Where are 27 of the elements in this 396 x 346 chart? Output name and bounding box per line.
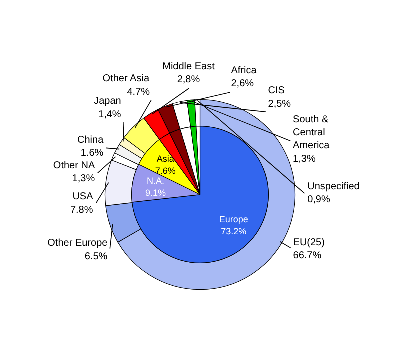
data-label: Europe 73.2% <box>219 214 248 236</box>
slice-label: Japan <box>94 96 122 108</box>
slice-label: Africa <box>231 66 258 77</box>
slice-label: EU(25) <box>293 237 325 248</box>
data-label: 2,5% <box>268 98 292 110</box>
slice-label: China <box>78 134 104 146</box>
slice-label: Other NA <box>53 160 96 172</box>
slice-label: CIS <box>268 86 286 97</box>
slice-label: Other Asia <box>102 74 150 85</box>
slice-label: Middle East <box>162 62 216 73</box>
slice-label: Unspecified <box>308 181 360 192</box>
data-label: 1.6% <box>80 148 104 160</box>
data-label: 1,3% <box>72 174 96 185</box>
data-label: N.A. 9.1% <box>146 176 166 198</box>
data-label: 1,4% <box>98 109 122 120</box>
data-label: 6.5% <box>84 251 108 262</box>
slice-label: USA <box>72 192 94 203</box>
data-label: 1,3% <box>293 154 316 165</box>
data-label: 2,6% <box>231 78 254 90</box>
data-label: 66.7% <box>293 250 322 262</box>
slice-label: Other Europe <box>48 238 108 250</box>
data-label: 7.8% <box>70 204 94 216</box>
data-label: 2,8% <box>177 74 200 86</box>
slice-label: South & Central America <box>293 114 330 152</box>
data-label: 0,9% <box>308 194 330 206</box>
data-label: 4.7% <box>127 86 150 98</box>
data-label: Asia 7.6% <box>155 154 176 176</box>
